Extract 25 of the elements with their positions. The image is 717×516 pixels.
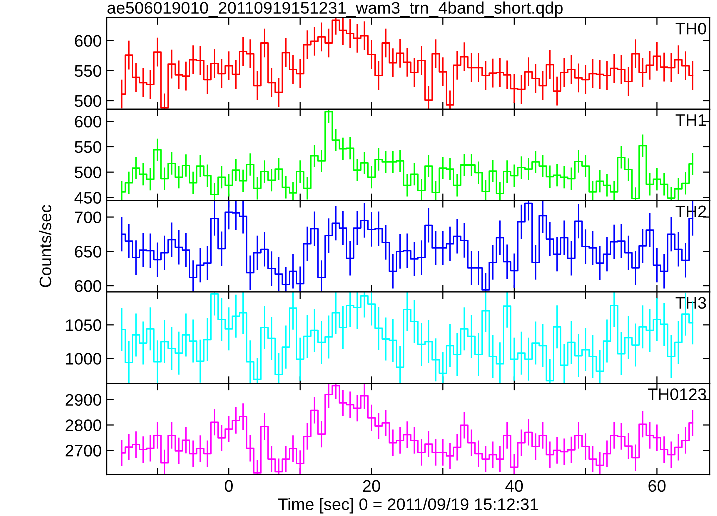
y-axis-title: Counts/sec — [39, 205, 52, 288]
chart-title: ae506019010_20110919151231_wam3_trn_4band_short.qdp — [108, 2, 563, 18]
y-tick-label: 650 — [75, 246, 102, 258]
x-axis-title: Time [sec] 0 = 2011/09/19 15:12:31 — [278, 498, 538, 514]
x-tick-label: 60 — [648, 480, 666, 492]
y-tick-label: 550 — [75, 141, 102, 154]
y-tick-label: 600 — [75, 116, 102, 128]
x-tick-label: 20 — [363, 480, 380, 492]
annotation: TH0 — [676, 23, 706, 35]
y-tick-label: 1050 — [66, 320, 102, 332]
x-tick-label: 0 — [225, 480, 234, 492]
y-tick-label: 1000 — [66, 353, 102, 365]
y-tick-label: 500 — [75, 166, 102, 179]
y-tick-label: 2700 — [66, 445, 102, 457]
y-tick-label: 600 — [75, 280, 102, 292]
y-tick-label: 600 — [75, 35, 102, 48]
y-tick-label: 2800 — [66, 420, 102, 432]
y-tick-label: 450 — [74, 192, 102, 204]
y-tick-label: 2900 — [66, 394, 102, 406]
x-tick-label: 40 — [506, 480, 524, 492]
y-tick-label: 550 — [75, 65, 102, 78]
y-tick-label: 500 — [75, 95, 102, 108]
annotation: TH0123 — [648, 388, 706, 400]
annotation: TH1 — [676, 114, 706, 126]
y-tick-label: 700 — [75, 212, 102, 224]
